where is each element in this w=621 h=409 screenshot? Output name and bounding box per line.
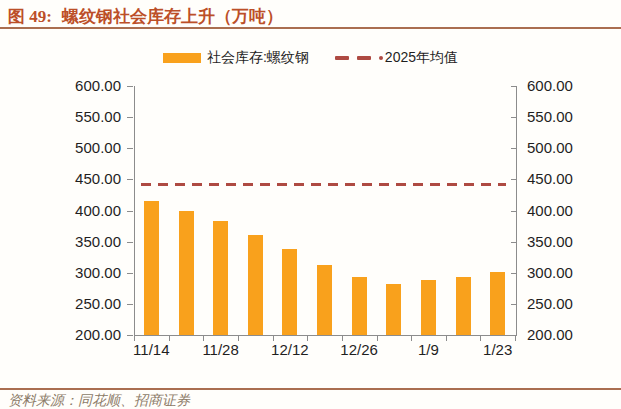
y-axis-label-right: 250.00 bbox=[527, 295, 617, 313]
bar-swatch-icon bbox=[163, 53, 201, 63]
y-axis-tick-left bbox=[127, 304, 133, 305]
y-axis-tick-left bbox=[127, 148, 133, 149]
average-line bbox=[141, 183, 506, 186]
inventory-bar bbox=[144, 201, 159, 335]
x-axis-label: 12/12 bbox=[265, 341, 315, 358]
y-axis-label-right: 450.00 bbox=[527, 170, 617, 188]
title-divider bbox=[0, 27, 621, 29]
inventory-bar bbox=[179, 211, 194, 336]
inventory-bar bbox=[317, 265, 332, 335]
inventory-bar bbox=[352, 277, 367, 335]
y-axis-tick-left bbox=[127, 335, 133, 336]
y-axis-label-right: 300.00 bbox=[527, 264, 617, 282]
y-axis-label-right: 600.00 bbox=[527, 77, 617, 95]
y-axis-label-right: 500.00 bbox=[527, 139, 617, 157]
legend-label-inventory: 社会库存:螺纹钢 bbox=[207, 49, 309, 67]
y-axis-tick-left bbox=[127, 273, 133, 274]
inventory-bar bbox=[248, 235, 263, 335]
y-axis-tick-right bbox=[511, 148, 516, 149]
y-axis-label-left: 500.00 bbox=[0, 139, 121, 157]
y-axis-tick-right bbox=[511, 86, 516, 87]
y-axis-tick-right bbox=[511, 242, 516, 243]
dashed-line-swatch-icon bbox=[335, 56, 383, 60]
y-axis-tick-left bbox=[127, 86, 133, 87]
y-axis-label-right: 200.00 bbox=[527, 326, 617, 344]
source-note: 资料来源：同花顺、招商证券 bbox=[8, 392, 190, 409]
x-axis-label: 11/14 bbox=[126, 341, 176, 358]
x-axis-label: 12/26 bbox=[334, 341, 384, 358]
y-axis-label-right: 400.00 bbox=[527, 202, 617, 220]
legend-item-inventory: 社会库存:螺纹钢 bbox=[163, 49, 309, 67]
y-axis-label-left: 350.00 bbox=[0, 233, 121, 251]
inventory-bar bbox=[282, 249, 297, 335]
inventory-bar bbox=[490, 272, 505, 335]
figure-number: 图 49: bbox=[8, 7, 52, 26]
y-axis-label-left: 450.00 bbox=[0, 170, 121, 188]
y-axis-tick-left bbox=[127, 179, 133, 180]
y-axis-tick-right bbox=[511, 304, 516, 305]
inventory-bar bbox=[213, 221, 228, 336]
y-axis-tick-left bbox=[127, 242, 133, 243]
y-axis-tick-right bbox=[511, 179, 516, 180]
y-axis-label-left: 550.00 bbox=[0, 108, 121, 126]
x-axis-label: 11/28 bbox=[196, 341, 246, 358]
y-axis-tick-right bbox=[511, 273, 516, 274]
inventory-bar bbox=[456, 277, 471, 335]
y-axis-label-left: 300.00 bbox=[0, 264, 121, 282]
y-axis-tick-right bbox=[511, 117, 516, 118]
y-axis-label-left: 250.00 bbox=[0, 295, 121, 313]
legend-item-average: 2025年均值 bbox=[335, 49, 458, 67]
y-axis-label-left: 600.00 bbox=[0, 77, 121, 95]
y-axis-label-left: 200.00 bbox=[0, 326, 121, 344]
x-axis-label: 1/9 bbox=[403, 341, 453, 358]
source-divider bbox=[0, 388, 621, 390]
figure-panel: 图 49: 螺纹钢社会库存上升（万吨） 社会库存:螺纹钢 2025年均值 600.… bbox=[0, 0, 621, 409]
y-axis-tick-right bbox=[511, 211, 516, 212]
y-axis-tick-left bbox=[127, 117, 133, 118]
y-axis-tick-left bbox=[127, 211, 133, 212]
inventory-bar bbox=[386, 284, 401, 335]
inventory-bar bbox=[421, 280, 436, 335]
y-axis-label-left: 400.00 bbox=[0, 202, 121, 220]
figure-title: 螺纹钢社会库存上升（万吨） bbox=[62, 7, 283, 26]
legend-label-average: 2025年均值 bbox=[385, 49, 458, 67]
y-axis-label-right: 350.00 bbox=[527, 233, 617, 251]
figure-header: 图 49: 螺纹钢社会库存上升（万吨） bbox=[8, 7, 613, 26]
x-axis-label: 1/23 bbox=[473, 341, 523, 358]
chart-legend: 社会库存:螺纹钢 2025年均值 bbox=[0, 49, 621, 67]
y-axis-label-right: 550.00 bbox=[527, 108, 617, 126]
